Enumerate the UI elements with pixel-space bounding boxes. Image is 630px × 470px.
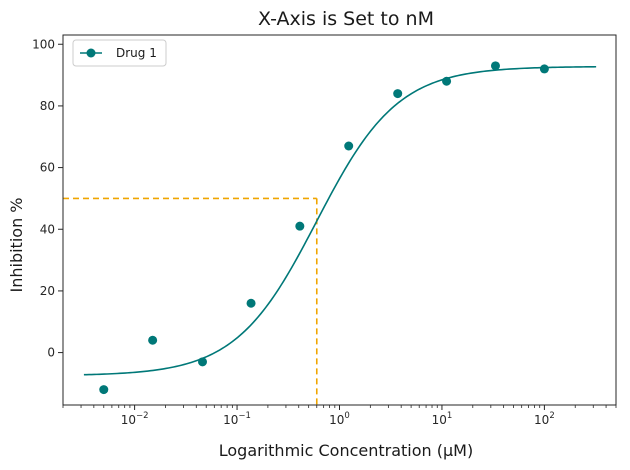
- data-point-2: [148, 335, 158, 345]
- y-tick-label-40: 40: [40, 222, 55, 236]
- y-axis-label: Inhibition %: [7, 198, 26, 293]
- legend: Drug 1: [72, 39, 167, 67]
- legend-box: [72, 39, 167, 67]
- x-tick-label-−1: 10−1: [223, 411, 251, 427]
- legend-marker-swatch: [86, 48, 96, 58]
- data-point-3: [198, 357, 208, 367]
- plot-frame: [62, 34, 617, 406]
- plot-area: 0 20 40 60 80 100 10−2 10−1 100 101 102: [32, 34, 617, 427]
- x-tick-label-2: 102: [534, 411, 555, 427]
- y-tick-label-60: 60: [40, 161, 55, 175]
- y-tick-label-100: 100: [32, 37, 55, 51]
- x-tick-label-−2: 10−2: [121, 411, 149, 427]
- legend-label-drug-1: Drug 1: [116, 46, 157, 60]
- data-point-6: [344, 141, 354, 151]
- chart-title: X-Axis is Set to nM: [258, 8, 434, 30]
- data-point-5: [295, 221, 305, 231]
- y-tick-label-0: 0: [47, 346, 55, 360]
- y-tick-label-20: 20: [40, 284, 55, 298]
- x-tick-label-0: 100: [329, 411, 350, 427]
- data-point-8: [442, 76, 452, 86]
- fit-curve-drug-1: [83, 65, 597, 376]
- data-point-7: [393, 89, 403, 99]
- data-point-10: [539, 64, 549, 74]
- x-tick-label-1: 101: [432, 411, 453, 427]
- x-axis-label: Logarithmic Concentration (µM): [219, 441, 473, 460]
- data-point-9: [490, 61, 500, 71]
- y-tick-label-80: 80: [40, 99, 55, 113]
- data-point-4: [246, 298, 256, 308]
- data-point-1: [99, 385, 109, 395]
